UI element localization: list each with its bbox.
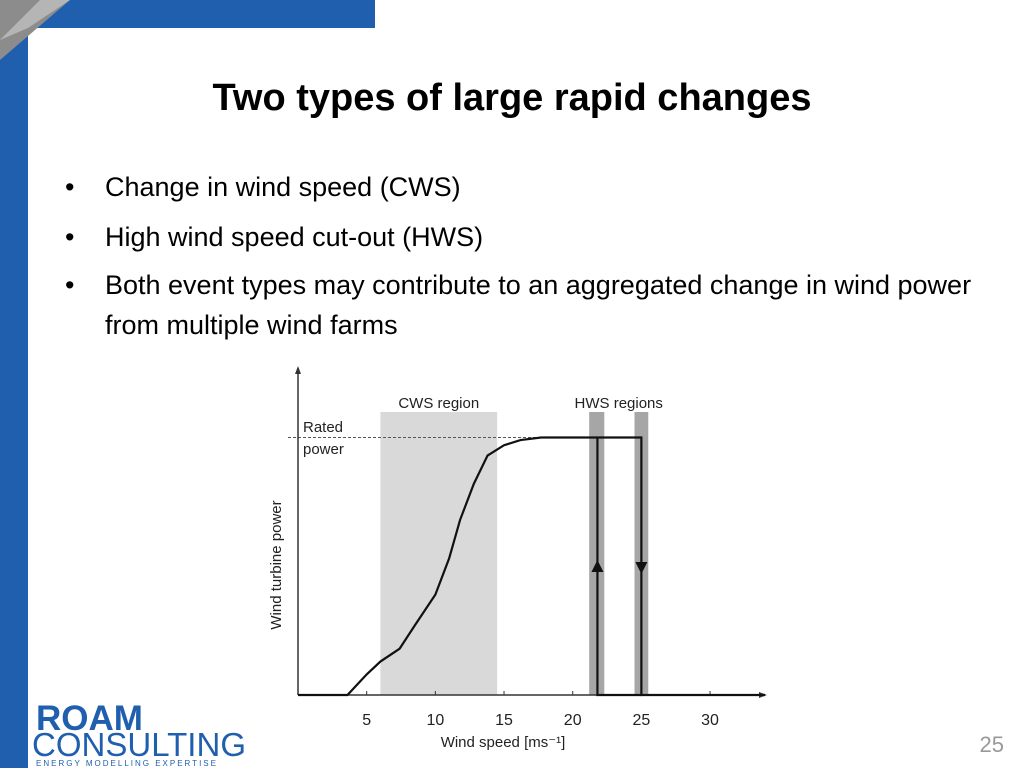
- logo-line2: CONSULTING: [32, 726, 246, 763]
- bullet-text: Change in wind speed (CWS): [105, 172, 461, 202]
- left-bar: [0, 0, 28, 768]
- rated-power-label: power: [303, 441, 344, 458]
- rated-power-label: Rated: [303, 419, 343, 436]
- slide-title: Two types of large rapid changes: [213, 77, 812, 119]
- region-label: CWS region: [398, 395, 479, 412]
- bullet-text: Both event types may contribute to an ag…: [105, 270, 972, 340]
- corner-decoration: [0, 0, 70, 60]
- bullet-dot: •: [65, 222, 75, 252]
- series-line: [298, 436, 765, 697]
- region-label: HWS regions: [575, 395, 663, 412]
- series-line: [596, 437, 642, 697]
- bullet: • High wind speed cut-out (HWS): [65, 217, 995, 257]
- x-tick-label: 25: [632, 712, 650, 729]
- x-axis-label: Wind speed [ms⁻¹]: [441, 734, 566, 751]
- up-arrow: [591, 560, 604, 572]
- x-tick-label: 5: [362, 712, 371, 729]
- chart: CWS region HWS regions Rated power 5 10 15 20 25…: [268, 366, 767, 751]
- y-axis-arrow: [295, 366, 301, 374]
- logo-line1: ROAM: [36, 699, 143, 738]
- bullet-text: High wind speed cut-out (HWS): [105, 222, 484, 252]
- down-arrow: [635, 562, 648, 574]
- x-tick-label: 20: [564, 712, 582, 729]
- bullet-dot: •: [65, 172, 75, 202]
- bullet-dot: •: [65, 270, 75, 300]
- region: [380, 412, 498, 695]
- bullet: • Change in wind speed (CWS): [65, 167, 995, 207]
- x-tick-label: 30: [701, 712, 719, 729]
- x-tick-label: 10: [426, 712, 444, 729]
- y-axis-label: Wind turbine power: [268, 500, 285, 629]
- x-tick-label: 15: [495, 712, 513, 729]
- page-number: 25: [980, 732, 1004, 757]
- logo-tagline: ENERGY MODELLING EXPERTISE: [36, 759, 218, 768]
- corner-decoration: [0, 0, 70, 40]
- bullet: • Both event types may contribute to an a…: [65, 265, 995, 345]
